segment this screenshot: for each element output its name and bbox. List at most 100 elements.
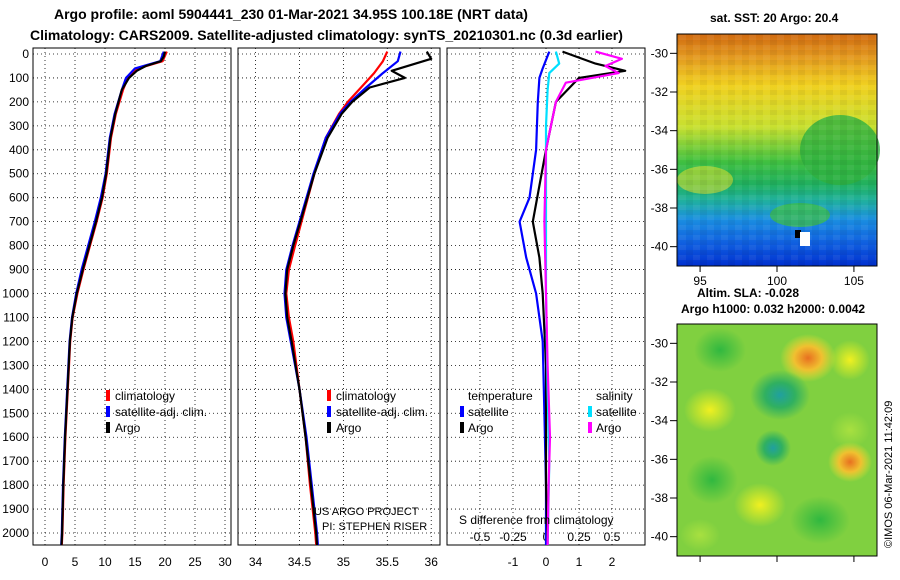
depth-tick-label: 1600 [2,430,29,444]
depth-tick-label: 1800 [2,478,29,492]
depth-tick-label: 1000 [2,287,29,301]
depth-tick-label: 200 [9,95,29,109]
sla-low-anomaly [790,496,850,544]
x-tick-label: 34 [249,555,263,569]
x-tick-label: 36 [425,555,439,569]
legend-sal-argo: Argo [596,421,622,435]
sst-lat-label: -36 [651,162,669,176]
legend-swatch-climatology [106,390,110,401]
x-tick-label: 10 [98,555,112,569]
sst-lat-label: -34 [651,124,669,138]
difference-lines [518,50,627,545]
depth-tick-label: 600 [9,191,29,205]
sla-high-anomaly [828,442,872,482]
legend-sal-satellite: satellite [596,405,637,419]
sla-lat-label: -32 [651,375,669,389]
legend-temp-satellite: satellite [468,405,509,419]
legend-argo: Argo [336,421,362,435]
legend-climatology: climatology [336,389,396,403]
sla-lat-label: -30 [651,336,669,350]
sla-high-anomaly [684,388,736,432]
sla-map-title: Altim. SLA: -0.028 [697,286,799,300]
project-annotation: US ARGO PROJECT [314,506,419,518]
series-line-temperature-satellite [518,51,551,545]
sst-land-mask [795,230,801,238]
t-diff-tick-label: 2 [609,555,616,569]
depth-tick-label: 1500 [2,406,29,420]
depth-tick-label: 900 [9,263,29,277]
x-axes: 0 5 10 15 20 25 30 34 34.5 35 35.5 36 -0.5 -0.25 0 0.25… [42,530,621,569]
sla-map-subtitle: Argo h1000: 0.032 h2000: 0.0042 [681,302,865,316]
x-tick-label: 35.5 [376,555,400,569]
sla-low-anomaly [755,430,791,466]
legend-swatch-argo [106,422,110,433]
sst-lon-label: 95 [693,274,707,288]
sla-mid-anomaly [830,412,870,448]
legend-temperature-title: temperature [468,389,533,403]
depth-tick-label: 400 [9,143,29,157]
x-tick-label: 5 [72,555,79,569]
t-diff-tick-label: 1 [576,555,583,569]
series-line-argo [284,51,433,545]
salinity-legend: climatology satellite-adj. clim. Argo US… [314,389,428,533]
series-line-argo [60,51,167,545]
depth-tick-label: 2000 [2,526,29,540]
sla-map-axes: -30 -32 -34 -36 -38 -40 [651,336,855,562]
depth-tick-label: 800 [9,239,29,253]
sla-high-anomaly [734,483,786,527]
legend-climatology: climatology [115,389,175,403]
s-diff-tick-label: -0.25 [499,530,527,544]
legend-swatch-temp-argo [460,422,464,433]
salinity-panel-frame [237,47,441,546]
header-line1: Argo profile: aoml 5904441_230 01-Mar-20… [54,6,528,22]
depth-tick-label: 500 [9,167,29,181]
sla-mid-anomaly [680,519,720,551]
x-tick-label: 34.5 [288,555,312,569]
sst-map-axes: -30 -32 -34 -36 -38 -40 95 100 105 [651,46,865,288]
series-line-climatology [285,51,389,545]
x-tick-label: 0 [42,555,49,569]
depth-tick-label: 1700 [2,454,29,468]
sst-lat-label: -30 [651,46,669,60]
pi-annotation: PI: STEPHEN RISER [322,521,427,533]
temperature-panel-frame [32,47,232,546]
sst-lon-label: 100 [767,274,787,288]
x-tick-label: 30 [218,555,232,569]
sst-map-title: sat. SST: 20 Argo: 20.4 [710,11,839,25]
temperature-lines [60,51,168,545]
sst-lat-label: -40 [651,240,669,254]
series-line-salinity-argo [543,50,624,545]
x-tick-label: 15 [128,555,142,569]
x-tick-label: 20 [158,555,172,569]
sla-high-anomaly [830,340,870,380]
legend-swatch-satellite [327,406,331,417]
sla-lat-label: -40 [651,530,669,544]
legend-swatch-sal-argo [588,422,592,433]
depth-tick-label: 300 [9,119,29,133]
sla-low-anomaly [750,370,810,420]
difference-grid [446,48,646,545]
sst-lat-label: -32 [651,85,669,99]
temperature-grid [33,48,231,545]
imos-watermark: ©IMOS 06-Mar-2021 11:42:09 [883,401,895,548]
legend-swatch-satellite [106,406,110,417]
legend-swatch-temp-satellite [460,406,464,417]
x-tick-label: 35 [337,555,351,569]
sla-low-anomaly [686,456,738,504]
header-line2: Climatology: CARS2009. Satellite-adjuste… [30,27,623,43]
sla-map [676,323,878,557]
sla-high-anomaly [780,334,836,382]
s-diff-tick-label: 0.25 [567,530,591,544]
legend-argo: Argo [115,421,141,435]
sla-low-anomaly [694,328,746,372]
depth-tick-label: 1200 [2,334,29,348]
legend-temp-argo: Argo [468,421,494,435]
depth-tick-label: 1900 [2,502,29,516]
legend-swatch-argo [327,422,331,433]
difference-title: S difference from climatology [459,513,614,527]
s-diff-tick-label: -0.5 [470,530,491,544]
difference-legend: temperature satellite Argo salinity sate… [459,389,637,527]
temperature-legend: climatology satellite-adj. clim. Argo [106,389,207,435]
legend-swatch-climatology [327,390,331,401]
